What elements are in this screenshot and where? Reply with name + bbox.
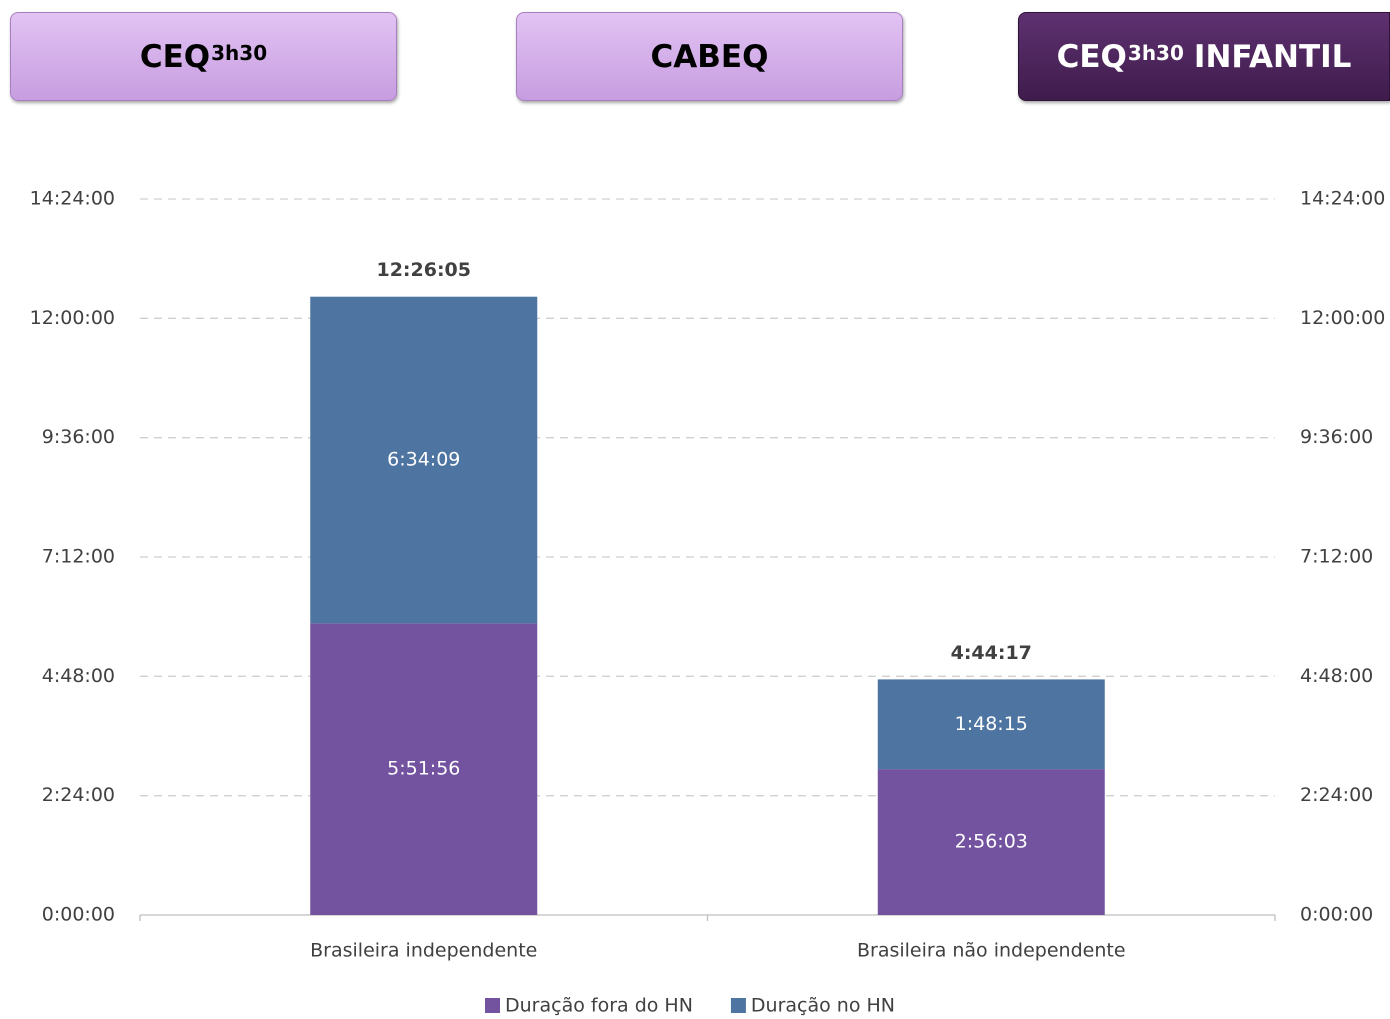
tab[interactable]: CEQ 3h30 INFANTIL: [1018, 12, 1390, 101]
total-label: 12:26:05: [376, 259, 471, 281]
legend-swatch: [730, 998, 746, 1013]
y-tick-label: 9:36:00: [42, 426, 115, 448]
tab-sup: 3h30: [211, 40, 268, 65]
y2-tick-label: 12:00:00: [1300, 307, 1385, 329]
legend-label: Duração fora do HN: [505, 995, 693, 1017]
y2-tick-label: 9:36:00: [1300, 426, 1373, 448]
y2-tick-label: 14:24:00: [1300, 188, 1385, 210]
tab-text: CEQ: [139, 38, 211, 75]
value-label: 5:51:56: [387, 758, 460, 780]
y2-tick-label: 2:24:00: [1300, 784, 1373, 806]
tab-sup: 3h30: [1127, 40, 1184, 65]
x-tick-label: Brasileira independente: [310, 940, 537, 962]
y2-tick-label: 0:00:00: [1300, 904, 1373, 926]
value-label: 2:56:03: [955, 831, 1028, 853]
bar-segment: [310, 296, 538, 624]
bar-segment: [877, 679, 1105, 770]
value-label: 1:48:15: [955, 713, 1028, 735]
y-tick-label: 7:12:00: [42, 546, 115, 568]
y-tick-label: 14:24:00: [30, 188, 115, 210]
legend-label: Duração no HN: [751, 995, 895, 1017]
total-label: 4:44:17: [951, 642, 1032, 664]
tab-suffix: INFANTIL: [1193, 38, 1352, 75]
legend-swatch: [485, 998, 500, 1013]
y-tick-label: 2:24:00: [42, 784, 115, 806]
x-tick-label: Brasileira não independente: [857, 940, 1126, 962]
tab-text: CEQ: [1056, 38, 1127, 75]
y2-tick-label: 7:12:00: [1300, 546, 1373, 568]
y-tick-label: 12:00:00: [30, 307, 115, 329]
y2-tick-label: 4:48:00: [1300, 665, 1373, 687]
y-tick-label: 0:00:00: [42, 904, 115, 926]
tab-text: CABEQ: [650, 38, 769, 75]
value-label: 6:34:09: [387, 449, 460, 471]
tab[interactable]: CEQ 3h30: [10, 12, 397, 101]
bar-segment: [877, 769, 1105, 915]
bar-segment: [310, 623, 538, 915]
y-tick-label: 4:48:00: [42, 665, 115, 687]
tab[interactable]: CABEQ: [516, 12, 903, 101]
